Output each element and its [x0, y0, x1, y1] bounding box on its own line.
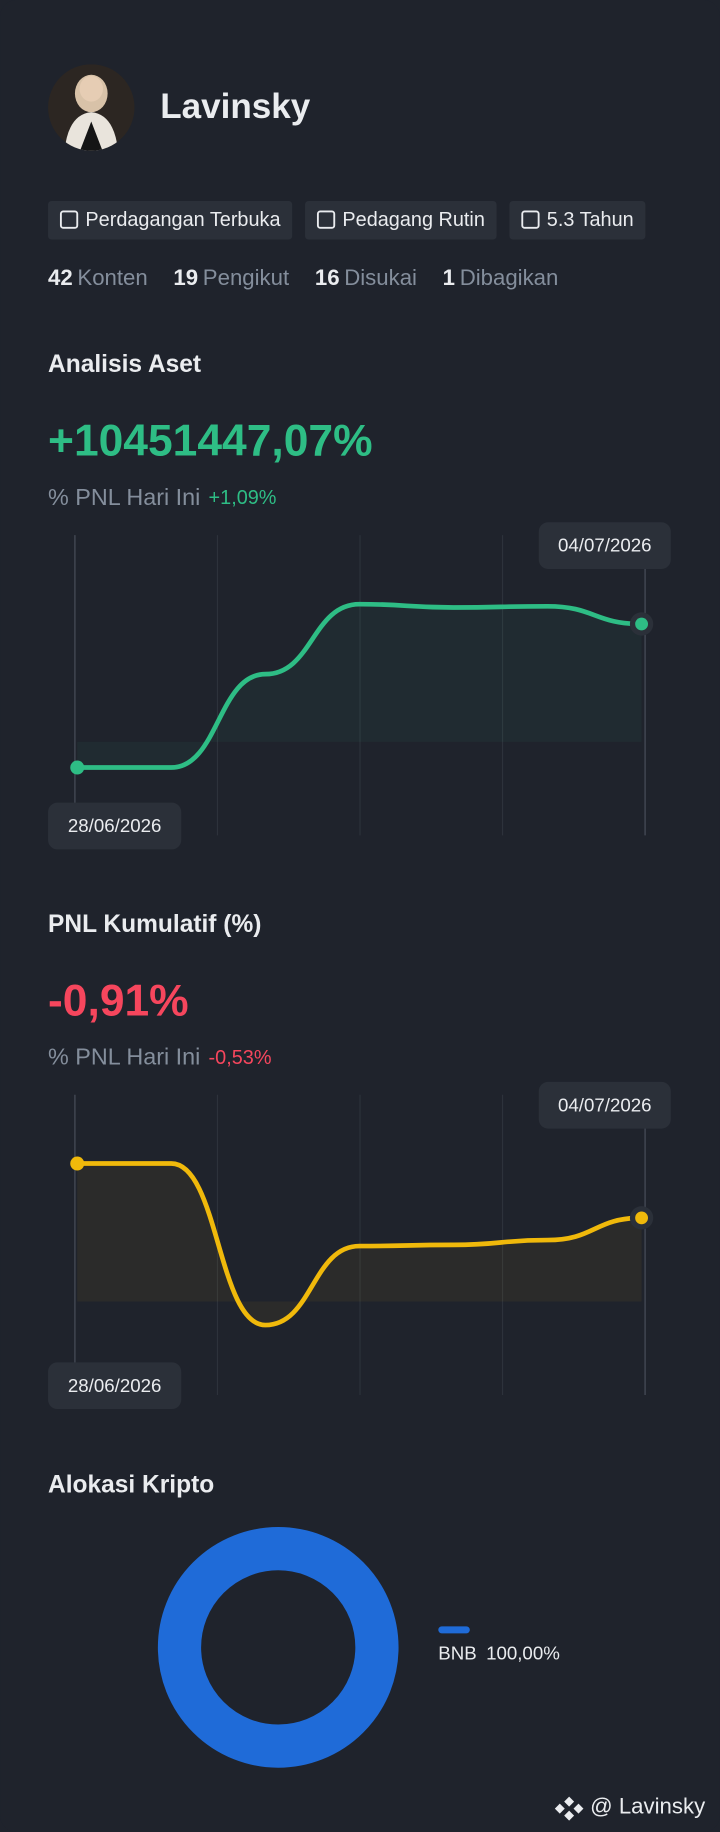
- badge-bg: [48, 200, 293, 240]
- section-title: Alokasi Kripto: [48, 1472, 214, 1499]
- avatar: [48, 64, 135, 151]
- badge-icon: [521, 210, 540, 229]
- date-tag-bg: [48, 802, 182, 850]
- pnl-label: % PNL Hari Ini: [48, 1044, 200, 1070]
- end-marker: [635, 617, 649, 631]
- stat-label: Disukai: [344, 265, 417, 290]
- profile-name: Lavinsky: [160, 87, 311, 126]
- legend-value: 100,00%: [486, 1642, 560, 1663]
- line-area: [77, 604, 642, 768]
- headline-value: -0,91%: [48, 976, 189, 1025]
- date-tag: 04/07/2026: [558, 1094, 652, 1115]
- badge-icon: [59, 210, 79, 229]
- legend-swatch: [438, 1626, 470, 1634]
- line: [74, 601, 644, 770]
- line-area: [77, 1163, 642, 1326]
- start-marker: [70, 760, 85, 775]
- badge-label: Pedagang Rutin: [342, 209, 484, 231]
- stat-count: 19: [173, 265, 198, 290]
- date-tag-bg: [48, 1362, 182, 1410]
- pnl-label: % PNL Hari Ini: [48, 484, 200, 510]
- headline-value: +10451447,07%: [48, 417, 373, 466]
- date-tag: 04/07/2026: [558, 535, 652, 556]
- date-tag-bg: [538, 1081, 671, 1129]
- start-marker: [70, 1156, 85, 1171]
- date-tag-bg: [538, 522, 671, 569]
- pnl-value: +1,09%: [209, 487, 277, 509]
- stat-count: 42: [48, 265, 73, 290]
- badge-label: 5.3 Tahun: [547, 209, 634, 231]
- end-marker: [635, 1211, 649, 1225]
- legend-label: BNB: [438, 1642, 476, 1663]
- stat-label: Konten: [77, 265, 147, 290]
- date-tag: 28/06/2026: [68, 1375, 162, 1396]
- date-tag: 28/06/2026: [68, 815, 162, 836]
- section-title: Analisis Aset: [48, 351, 201, 378]
- badge-icon: [316, 210, 336, 229]
- badge: Pedagang Rutin: [305, 200, 497, 240]
- stat-label: Pengikut: [203, 265, 289, 290]
- footer-handle: @ Lavinsky: [590, 1793, 706, 1818]
- section-title: PNL Kumulatif (%): [48, 911, 261, 938]
- badge: Perdagangan Terbuka: [48, 200, 293, 240]
- line: [74, 1161, 644, 1328]
- donut-segment: [157, 1527, 399, 1768]
- badge-bg: [509, 200, 646, 240]
- stat-count: 1: [443, 265, 455, 290]
- stat-count: 16: [315, 265, 340, 290]
- pnl-value: -0,53%: [209, 1047, 272, 1069]
- stat-label: Dibagikan: [460, 265, 559, 290]
- badge: 5.3 Tahun: [509, 200, 646, 240]
- badge-bg: [305, 200, 497, 240]
- badge-label: Perdagangan Terbuka: [85, 209, 281, 231]
